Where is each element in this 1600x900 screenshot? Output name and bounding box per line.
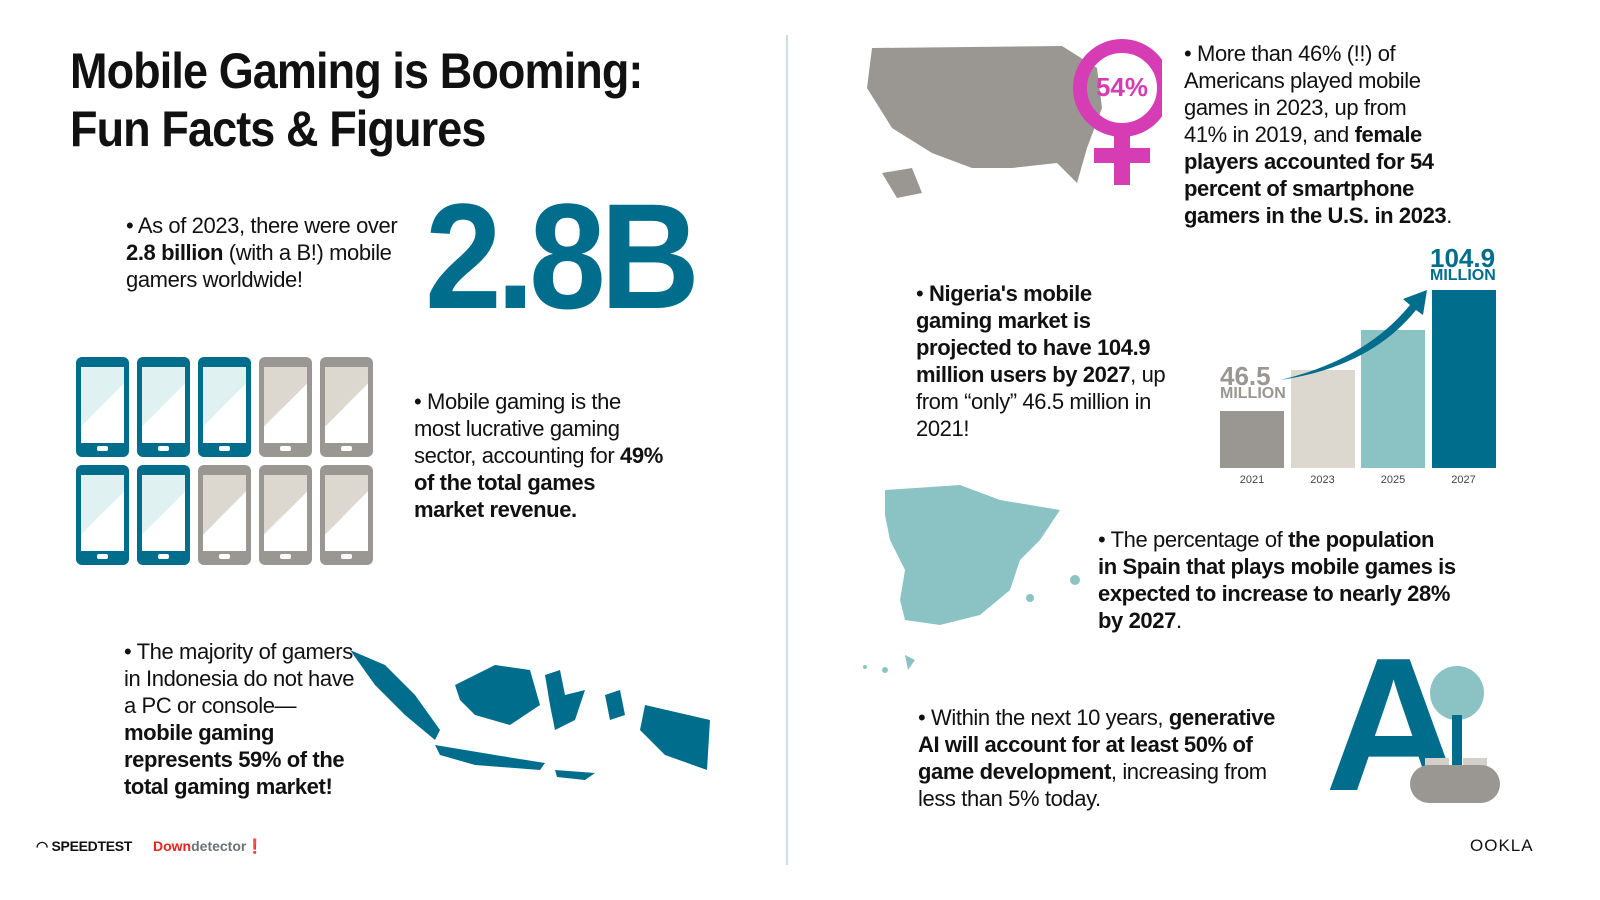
tick-label: 2021	[1239, 474, 1265, 486]
ookla-logo: OOKLA	[1470, 836, 1534, 855]
phone-icon	[259, 357, 312, 457]
alert-icon: ❗	[246, 838, 264, 854]
bar-2023	[1290, 370, 1355, 468]
label-2027: 104.9 MILLION	[1430, 243, 1496, 284]
growth-arrow-icon	[1280, 290, 1427, 380]
page-title: Mobile Gaming is Booming: Fun Facts & Fig…	[70, 43, 643, 157]
spain-map	[863, 485, 1080, 673]
phone-icon	[198, 465, 251, 565]
female-percent-badge: 54%	[1095, 72, 1149, 102]
phones-graphic	[76, 357, 376, 567]
phone-icon	[76, 357, 129, 457]
phone-icon	[137, 357, 190, 457]
joystick-icon	[1410, 666, 1500, 803]
bar-2021	[1220, 411, 1284, 468]
us-fact: • More than 46% (!!) of Americans played…	[1184, 41, 1452, 228]
label-2021: 46.5 MILLION	[1220, 361, 1286, 402]
usa-map-icon	[867, 39, 1162, 198]
female-symbol-icon	[1073, 39, 1162, 185]
ai-fact: • Within the next 10 years, generative A…	[918, 705, 1275, 811]
nigeria-bar-chart: 2021 2023 2025 2027	[1220, 290, 1500, 486]
big-number: 2.8B	[425, 172, 700, 340]
downdetector-logo: Downdetector❗	[153, 838, 264, 854]
phone-icon	[76, 465, 129, 565]
phone-icon	[198, 357, 251, 457]
speedtest-logo: ◠ SPEEDTEST	[36, 838, 133, 854]
nigeria-fact: • Nigeria's mobile gaming market is proj…	[916, 281, 1166, 441]
bar-2027	[1431, 290, 1496, 468]
column-divider	[786, 35, 788, 865]
revenue-fact: • Mobile gaming is the most lucrative ga…	[414, 389, 663, 522]
phone-icon	[259, 465, 312, 565]
phone-icon	[320, 357, 373, 457]
tick-label: 2025	[1380, 474, 1406, 486]
spain-fact: • The percentage of the population in Sp…	[1098, 527, 1456, 633]
speedometer-icon: ◠	[36, 838, 52, 854]
phone-icon	[137, 465, 190, 565]
phone-icon	[320, 465, 373, 565]
tick-label: 2023	[1310, 474, 1335, 486]
bar-2025	[1361, 330, 1425, 468]
tick-label: 2027	[1451, 474, 1476, 486]
gamers-fact: • As of 2023, there were over 2.8 billio…	[126, 213, 398, 292]
indonesia-map	[350, 650, 710, 780]
indonesia-fact: • The majority of gamers in Indonesia do…	[124, 639, 355, 799]
